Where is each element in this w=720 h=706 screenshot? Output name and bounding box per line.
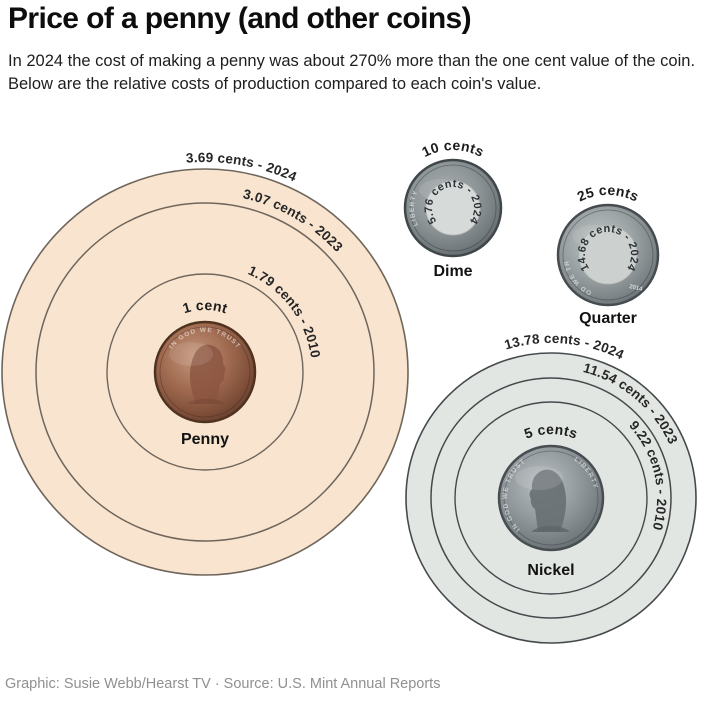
quarter-value-label: 25 cents [575,182,642,205]
nickel-coin-image: IN GOD WE TRUST LIBERTY [497,444,605,552]
dime-liberty-inscription: LIBERTY [409,189,420,227]
quarter-name-label: Quarter [579,310,637,327]
penny-value-label: 1 cent [181,297,230,317]
dime-value-label: 10 cents [419,137,486,160]
nickel-chart: IN GOD WE TRUST LIBERTY 5 cents Nickel 1… [405,331,697,644]
page-description: In 2024 the cost of making a penny was a… [8,52,696,94]
credit-line: Graphic: Susie Webb/Hearst TV · Source: … [5,676,441,692]
penny-coin-portrait [189,344,226,404]
dime-name-label: Dime [433,263,472,280]
nickel-coin-portrait [529,469,567,532]
page-title: Price of a penny (and other coins) [8,2,472,35]
quarter-date: 2014 [629,284,644,293]
penny-coin-image: IN GOD WE TRUST [153,320,257,424]
dime-cost-circle-2024 [425,180,481,236]
dime-coin-image: LIBERTY 5.76 cents - 2024 [403,158,503,258]
quarter-cost-circle-2024 [578,225,638,285]
penny-chart: IN GOD WE TRUST 1 cent Penny 3.69 cents … [1,150,409,576]
penny-name-label: Penny [181,431,229,448]
nickel-name-label: Nickel [527,562,574,579]
dime-chart: LIBERTY 5.76 cents - 2024 10 cents Dime [403,137,503,280]
